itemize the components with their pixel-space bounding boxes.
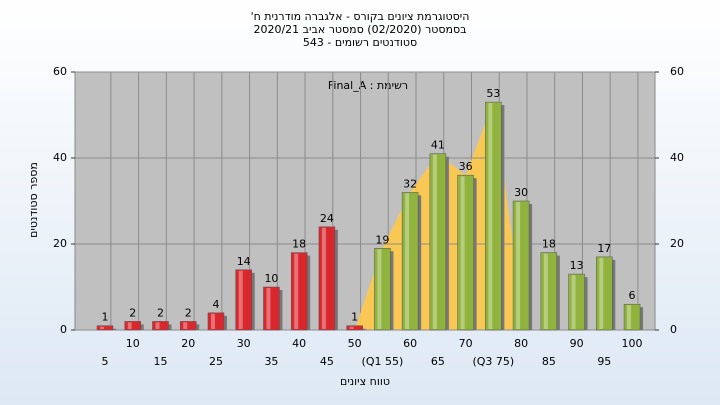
chart-title: היסטוגרמת ציונים בקורס - אלגברה מודרנית … (251, 10, 470, 23)
x-tick-label: 10 (126, 337, 140, 350)
bar-highlight (627, 305, 632, 329)
bar (401, 192, 419, 331)
value-label: 2 (157, 306, 164, 319)
bar (124, 321, 141, 331)
value-label: 32 (403, 177, 417, 190)
x-tick-label: (Q3 75) (472, 355, 514, 368)
bar (152, 321, 169, 331)
annotation: רשימת : Final_A (328, 79, 408, 92)
value-label: 19 (375, 233, 389, 246)
bar (457, 174, 474, 331)
bar (318, 226, 336, 331)
value-label: 41 (431, 139, 445, 152)
value-label: 1 (102, 311, 109, 324)
bar (235, 269, 252, 331)
x-tick-label: 5 (102, 355, 109, 368)
value-label: 36 (459, 160, 473, 173)
x-tick-label: 15 (153, 355, 167, 368)
bar (568, 273, 585, 331)
x-tick-label: 85 (542, 355, 556, 368)
value-label: 53 (486, 87, 500, 100)
y2-tick-label: 60 (670, 65, 684, 78)
bar-highlight (127, 322, 132, 329)
x-tick-label: 65 (431, 355, 445, 368)
x-tick-label: 70 (459, 337, 473, 350)
value-label: 10 (264, 272, 278, 285)
bar-highlight (432, 154, 437, 329)
bar (596, 256, 613, 331)
x-tick-label: 35 (264, 355, 278, 368)
bar-highlight (543, 253, 548, 329)
bar (290, 252, 308, 331)
bar-highlight (488, 103, 493, 329)
bar (96, 325, 114, 331)
y-tick-label: 20 (53, 237, 67, 250)
bar-highlight (100, 326, 104, 329)
value-label: 4 (212, 298, 219, 311)
bar-highlight (266, 288, 271, 329)
x-tick-label: 100 (622, 337, 643, 350)
y2-tick-label: 20 (670, 237, 684, 250)
value-label: 6 (629, 289, 636, 302)
value-label: 2 (129, 306, 136, 319)
x-axis-label: טווח ציונים (340, 375, 390, 388)
bar (374, 248, 391, 331)
x-tick-label: 20 (181, 337, 195, 350)
bar-highlight (238, 270, 243, 329)
value-label: 1 (351, 311, 358, 324)
x-tick-label: 40 (292, 337, 306, 350)
x-tick-label: 50 (348, 337, 362, 350)
bar (623, 303, 641, 331)
bar-highlight (405, 193, 410, 329)
bar (207, 312, 225, 331)
chart-subtitle: סטודנטים רשומים - 543 (303, 36, 417, 49)
bar-highlight (294, 253, 299, 329)
bar-highlight (516, 202, 521, 329)
bar (179, 321, 197, 331)
x-tick-label: (Q1 55) (362, 355, 404, 368)
value-label: 13 (570, 259, 584, 272)
value-label: 30 (514, 186, 528, 199)
chart-subtitle: בסמסטר (02/2020) סמסטר אביב 2020/21 (253, 23, 466, 36)
value-label: 14 (237, 255, 251, 268)
value-label: 2 (185, 306, 192, 319)
y2-tick-label: 0 (670, 323, 677, 336)
x-tick-label: 30 (237, 337, 251, 350)
bar (485, 101, 502, 331)
y-axis-label: מספר סטודנטים (27, 162, 40, 238)
y-tick-label: 0 (60, 323, 67, 336)
value-label: 18 (292, 238, 306, 251)
value-label: 17 (597, 242, 611, 255)
y2-tick-label: 40 (670, 151, 684, 164)
bar-highlight (183, 322, 188, 329)
value-label: 24 (320, 212, 334, 225)
value-label: 18 (542, 238, 556, 251)
x-tick-label: 45 (320, 355, 334, 368)
x-tick-label: 95 (597, 355, 611, 368)
bar-highlight (349, 326, 354, 329)
bar-highlight (155, 322, 160, 329)
bar (263, 286, 280, 331)
bar (346, 325, 363, 331)
y-tick-label: 60 (53, 65, 67, 78)
x-tick-label: 80 (514, 337, 528, 350)
bar-highlight (377, 249, 382, 329)
y-tick-label: 40 (53, 151, 67, 164)
bar (540, 252, 558, 331)
bar-highlight (460, 176, 465, 329)
bar (429, 153, 447, 331)
bar-highlight (571, 275, 576, 329)
bar-highlight (210, 313, 215, 329)
bar (512, 200, 530, 331)
plot-area (74, 71, 656, 331)
x-tick-label: 90 (570, 337, 584, 350)
x-tick-label: 25 (209, 355, 223, 368)
bar-highlight (599, 257, 604, 329)
plot: 0204060020406051102152202254301435104018… (53, 65, 684, 368)
bar-highlight (321, 227, 326, 329)
x-tick-label: 60 (403, 337, 417, 350)
